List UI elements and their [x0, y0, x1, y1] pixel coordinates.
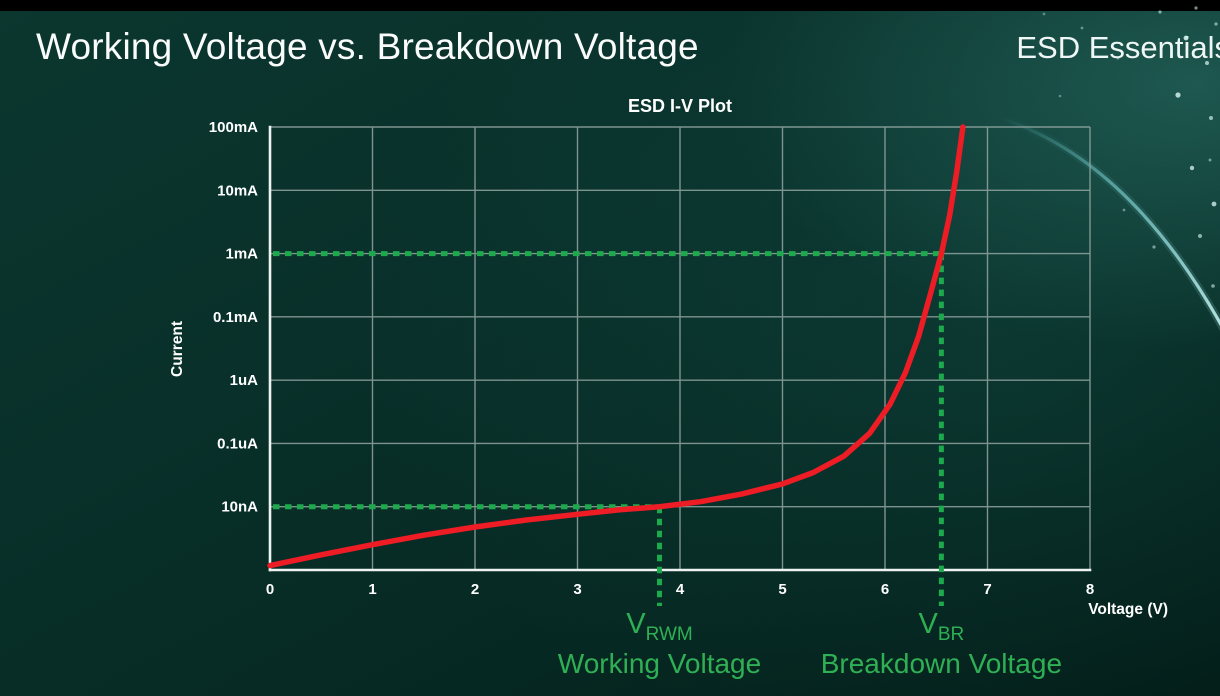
- svg-text:1uA: 1uA: [230, 372, 259, 389]
- x-axis-label: Voltage (V): [1088, 601, 1168, 618]
- svg-text:4: 4: [676, 581, 685, 598]
- chart-axes: [268, 125, 1092, 572]
- svg-text:0.1uA: 0.1uA: [217, 435, 258, 452]
- working-voltage-caption: Working Voltage: [557, 647, 762, 679]
- breakdown-voltage-annotation: VBR Breakdown Voltage: [821, 609, 1062, 680]
- svg-text:100mA: 100mA: [209, 119, 258, 136]
- svg-text:5: 5: [778, 581, 786, 598]
- svg-text:0: 0: [266, 581, 274, 598]
- working-voltage-guides: [273, 504, 662, 606]
- iv-curve: [267, 124, 966, 569]
- breakdown-voltage-caption: Breakdown Voltage: [820, 647, 1063, 679]
- svg-text:6: 6: [881, 581, 889, 598]
- page-title: Working Voltage vs. Breakdown Voltage: [36, 26, 699, 67]
- svg-text:1mA: 1mA: [225, 246, 258, 263]
- svg-text:0.1mA: 0.1mA: [213, 309, 258, 326]
- y-axis-label: Current: [169, 321, 186, 377]
- svg-text:7: 7: [983, 581, 991, 598]
- decor-dots: [1042, 6, 1218, 288]
- chart-title: ESD I-V Plot: [628, 96, 732, 116]
- svg-text:8: 8: [1086, 581, 1094, 598]
- top-letterbox-bar: [0, 0, 1220, 11]
- tick-labels: 0 1 2 3 4 5 6 7 8 100mA 10mA 1mA 0.1mA 1uA 0.1uA 10nA: [209, 119, 1094, 598]
- svg-text:10nA: 10nA: [221, 499, 258, 516]
- working-voltage-annotation: VRWM Working Voltage: [558, 609, 761, 680]
- svg-text:3: 3: [573, 581, 581, 598]
- decor-swoosh: [998, 114, 1220, 332]
- vrwm-label: VRWM: [626, 608, 693, 645]
- svg-text:1: 1: [368, 581, 376, 598]
- breakdown-voltage-guides: [273, 251, 944, 606]
- vbr-label: VBR: [918, 608, 965, 645]
- svg-text:2: 2: [471, 581, 479, 598]
- svg-text:10mA: 10mA: [217, 182, 258, 199]
